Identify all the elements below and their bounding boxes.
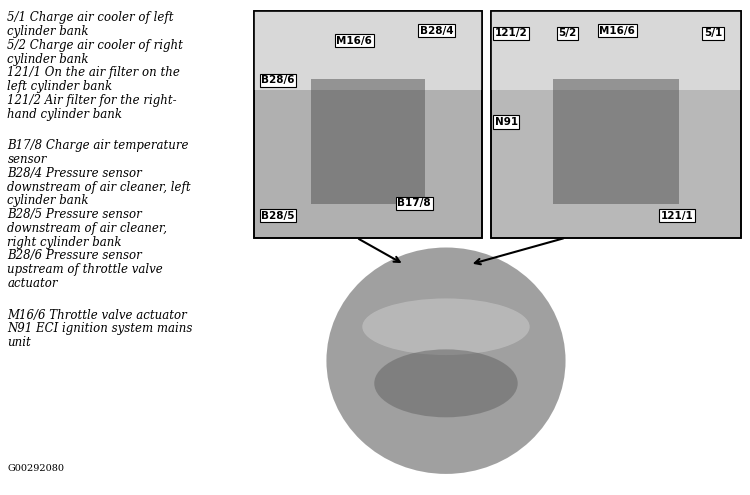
Text: 5/1 Charge air cooler of left: 5/1 Charge air cooler of left	[8, 11, 174, 24]
Bar	[254, 11, 482, 238]
Bar	[311, 79, 425, 203]
Text: 5/1: 5/1	[704, 28, 722, 39]
Text: downstream of air cleaner, left: downstream of air cleaner, left	[8, 181, 191, 194]
Bar	[490, 11, 741, 238]
Text: B28/6: B28/6	[262, 75, 295, 85]
Text: 5/2: 5/2	[558, 28, 576, 39]
Text: B28/6 Pressure sensor: B28/6 Pressure sensor	[8, 249, 142, 262]
Text: left cylinder bank: left cylinder bank	[8, 80, 112, 93]
Text: 121/2 Air filter for the right-: 121/2 Air filter for the right-	[8, 94, 177, 107]
Bar	[254, 11, 482, 238]
Bar	[490, 11, 741, 91]
Text: B17/8: B17/8	[398, 198, 431, 208]
Ellipse shape	[362, 298, 530, 355]
Text: B28/4: B28/4	[420, 26, 454, 36]
Text: sensor: sensor	[8, 153, 46, 166]
Text: cylinder bank: cylinder bank	[8, 195, 88, 207]
Text: 121/2: 121/2	[494, 28, 527, 39]
Bar	[554, 79, 679, 203]
Text: cylinder bank: cylinder bank	[8, 52, 88, 65]
Text: cylinder bank: cylinder bank	[8, 25, 88, 38]
Text: B28/5: B28/5	[262, 210, 295, 220]
Text: 121/1 On the air filter on the: 121/1 On the air filter on the	[8, 66, 180, 79]
Ellipse shape	[326, 248, 566, 474]
Text: M16/6: M16/6	[336, 36, 372, 46]
Bar	[254, 11, 482, 91]
Text: actuator: actuator	[8, 277, 58, 290]
Text: downstream of air cleaner,: downstream of air cleaner,	[8, 222, 167, 235]
Text: 121/1: 121/1	[661, 210, 693, 220]
Text: hand cylinder bank: hand cylinder bank	[8, 108, 122, 121]
Text: right cylinder bank: right cylinder bank	[8, 236, 122, 248]
Bar	[490, 11, 741, 238]
Text: B17/8 Charge air temperature: B17/8 Charge air temperature	[8, 139, 189, 152]
Text: M16/6: M16/6	[599, 26, 635, 36]
Text: B28/4 Pressure sensor: B28/4 Pressure sensor	[8, 167, 142, 180]
Ellipse shape	[374, 349, 518, 417]
Text: upstream of throttle valve: upstream of throttle valve	[8, 263, 163, 276]
Text: M16/6 Throttle valve actuator: M16/6 Throttle valve actuator	[8, 308, 187, 322]
Text: 5/2 Charge air cooler of right: 5/2 Charge air cooler of right	[8, 39, 183, 52]
Text: N91 ECI ignition system mains: N91 ECI ignition system mains	[8, 322, 193, 335]
Text: B28/5 Pressure sensor: B28/5 Pressure sensor	[8, 208, 142, 221]
Text: N91: N91	[494, 117, 517, 127]
Text: unit: unit	[8, 336, 31, 349]
Text: G00292080: G00292080	[8, 464, 64, 473]
